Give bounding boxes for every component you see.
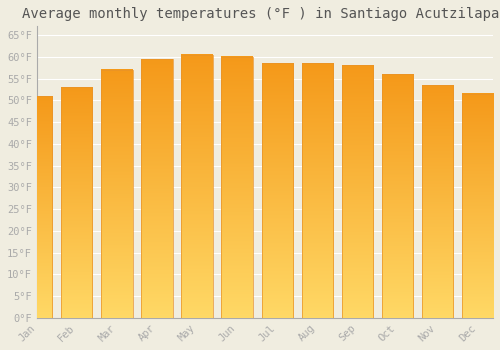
Bar: [61, 87, 92, 318]
Bar: [262, 63, 293, 318]
Bar: [102, 70, 132, 318]
Bar: [222, 57, 252, 318]
Bar: [142, 59, 172, 318]
Bar: [262, 63, 293, 318]
Bar: [182, 55, 212, 318]
Bar: [342, 65, 373, 318]
Bar: [182, 55, 212, 318]
Bar: [222, 57, 252, 318]
Bar: [382, 74, 413, 318]
Bar: [302, 63, 333, 318]
Bar: [462, 94, 493, 318]
Bar: [342, 65, 373, 318]
Title: Average monthly temperatures (°F ) in Santiago Acutzilapan: Average monthly temperatures (°F ) in Sa…: [22, 7, 500, 21]
Bar: [422, 85, 453, 318]
Bar: [382, 74, 413, 318]
Bar: [422, 85, 453, 318]
Bar: [61, 87, 92, 318]
Bar: [302, 63, 333, 318]
Bar: [21, 96, 52, 318]
Bar: [102, 70, 132, 318]
Bar: [142, 59, 172, 318]
Bar: [21, 96, 52, 318]
Bar: [462, 94, 493, 318]
